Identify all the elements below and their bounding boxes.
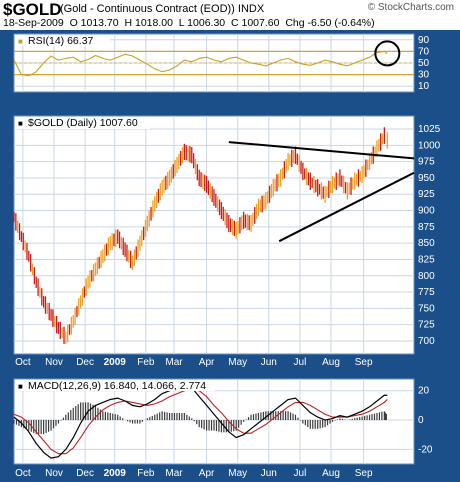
change-label: Chg bbox=[285, 17, 305, 29]
macd-xtick-label: Feb bbox=[137, 468, 155, 479]
price-xtick-label: Sep bbox=[355, 357, 373, 368]
rsi-label: RSI(14) 66.37 bbox=[28, 35, 94, 47]
price-ytick-label: 900 bbox=[418, 206, 435, 217]
macd-xtick-label: Nov bbox=[45, 468, 63, 479]
macd-signal-line bbox=[13, 388, 388, 455]
symbol-description: (Gold - Continuous Contract (EOD)) INDX bbox=[60, 3, 265, 15]
macd-line bbox=[13, 384, 388, 459]
price-xtick-label: Feb bbox=[137, 357, 155, 368]
price-xtick-label: Nov bbox=[45, 357, 63, 368]
low-label: L bbox=[178, 17, 185, 29]
price-ytick-label: 975 bbox=[418, 157, 435, 168]
macd-xtick-label: Sep bbox=[355, 468, 373, 479]
macd-xtick-label: Jul bbox=[294, 468, 307, 479]
rsi-ytick-label: 10 bbox=[418, 81, 430, 92]
macd-xtick-label: Jun bbox=[261, 468, 277, 479]
price-plot-area bbox=[13, 115, 415, 355]
change-value: -6.50 (-0.64%) bbox=[307, 17, 375, 29]
high-label: H bbox=[124, 17, 133, 29]
rsi-ytick-label: 30 bbox=[418, 70, 430, 81]
macd-label: MACD(12,26,9) 16.840, 14.066, 2.774 bbox=[28, 380, 206, 392]
price-xtick-label: Oct bbox=[15, 357, 31, 368]
price-ytick-label: 925 bbox=[418, 189, 435, 200]
price-xtick-label: Aug bbox=[322, 357, 340, 368]
macd-xtick-label: Apr bbox=[199, 468, 215, 479]
price-ytick-label: 700 bbox=[418, 336, 435, 347]
chart-header: $GOLD (Gold - Continuous Contract (EOD))… bbox=[0, 0, 460, 30]
price-xtick-label: Dec bbox=[76, 357, 94, 368]
rsi-label-bg bbox=[15, 35, 110, 46]
quote-date: 18-Sep-2009 bbox=[3, 17, 64, 29]
macd-xtick-label: Mar bbox=[165, 468, 183, 479]
price-xtick-label: 2009 bbox=[104, 357, 127, 368]
macd-ytick-label: 0 bbox=[418, 415, 424, 426]
open-label: O bbox=[69, 17, 78, 29]
price-ytick-label: 750 bbox=[418, 303, 435, 314]
macd-ytick-label: 20 bbox=[418, 386, 430, 397]
price-xtick-label: Jun bbox=[261, 357, 277, 368]
stockcharts-watermark: © StockCharts.com bbox=[367, 2, 454, 13]
macd-label-bg bbox=[15, 380, 215, 391]
price-xtick-label: Apr bbox=[199, 357, 215, 368]
high-value: 1018.00 bbox=[134, 17, 173, 29]
price-trendline bbox=[278, 171, 415, 243]
macd-xtick-label: Dec bbox=[76, 468, 94, 479]
rsi-line bbox=[13, 50, 388, 77]
price-ytick-label: 850 bbox=[418, 238, 435, 249]
rsi-ytick-label: 70 bbox=[418, 46, 430, 57]
quote-line: 18-Sep-2009 O 1013.70 H 1018.00 L 1006.3… bbox=[3, 17, 375, 29]
price-trendline bbox=[228, 141, 415, 160]
rsi-ytick-label: 50 bbox=[418, 58, 430, 69]
low-value: 1006.30 bbox=[187, 17, 226, 29]
price-ytick-label: 1000 bbox=[418, 140, 441, 151]
rsi-legend-swatch: ■ bbox=[18, 37, 23, 46]
price-ytick-label: 825 bbox=[418, 254, 435, 265]
ticker-symbol: $GOLD bbox=[3, 0, 62, 19]
price-ytick-label: 800 bbox=[418, 271, 435, 282]
macd-legend-swatch: ■ bbox=[18, 382, 23, 391]
price-xtick-label: Jul bbox=[294, 357, 307, 368]
price-ytick-label: 775 bbox=[418, 287, 435, 298]
macd-xtick-label: 2009 bbox=[104, 468, 127, 479]
price-label: $GOLD (Daily) 1007.60 bbox=[28, 117, 138, 129]
price-xtick-label: May bbox=[228, 357, 247, 368]
open-value: 1013.70 bbox=[80, 17, 119, 29]
macd-ytick-label: -20 bbox=[418, 444, 433, 455]
rsi-ytick-label: 90 bbox=[418, 35, 430, 46]
close-value: 1007.60 bbox=[241, 17, 280, 29]
price-ytick-label: 725 bbox=[418, 320, 435, 331]
macd-xtick-label: May bbox=[228, 468, 247, 479]
macd-xtick-label: Oct bbox=[15, 468, 31, 479]
rsi-highlight-circle bbox=[374, 40, 401, 67]
price-legend-swatch: ■ bbox=[18, 119, 23, 128]
price-label-bg bbox=[15, 117, 150, 129]
price-ytick-label: 875 bbox=[418, 222, 435, 233]
price-ytick-label: 1025 bbox=[418, 124, 441, 135]
price-xtick-label: Mar bbox=[165, 357, 183, 368]
price-ytick-label: 950 bbox=[418, 173, 435, 184]
close-label: C bbox=[230, 17, 239, 29]
macd-xtick-label: Aug bbox=[322, 468, 340, 479]
